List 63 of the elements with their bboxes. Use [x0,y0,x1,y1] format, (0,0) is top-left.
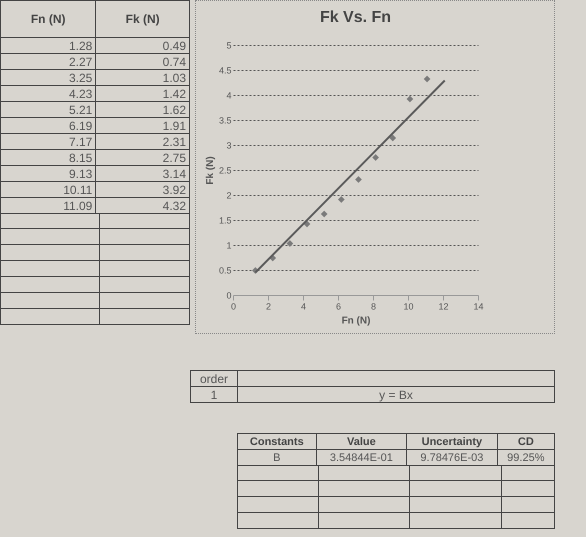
x-axis-title: Fn (N) [342,316,370,326]
y-tick-label: 1 [226,240,232,250]
text: 9.78476E-03 [406,450,498,466]
text: y = Bx [238,386,554,402]
text: 3.92 [96,182,190,198]
text: 1.03 [96,70,190,86]
text: order [190,370,238,386]
point [355,176,362,183]
text: Value [316,434,407,450]
text: 1.28 [0,38,96,54]
x-tick-label: 6 [336,302,342,312]
text: 2.31 [96,134,190,150]
y-tick-label: 1.5 [218,216,232,226]
text: 3.14 [96,166,190,182]
y-tick-label: 5 [226,40,232,50]
y-axis-title: Fk (N) [204,156,216,185]
text: Fk (N) [126,12,160,26]
text: 11.09 [0,198,96,214]
text: 0.49 [96,38,190,54]
text: CD [497,434,554,450]
x-tick-label: 10 [403,302,414,312]
text: 1.91 [96,118,190,134]
text: Fn (N) [30,12,66,26]
text: 10.11 [0,182,96,198]
point [338,196,345,203]
x-tick-label: 8 [370,302,376,312]
text: 3.54844E-01 [316,450,407,466]
point [389,134,396,142]
x-tick-label: 12 [438,302,449,312]
x-tick-label: 14 [473,302,484,312]
y-tick-label: 4.5 [218,66,232,76]
point [406,96,414,102]
text: 2.27 [0,54,96,70]
point [286,240,294,247]
text: 99.25% [497,450,554,466]
chart-title: Fk Vs. Fn [320,9,392,26]
text: B [238,450,316,466]
text: 5.21 [0,102,96,118]
text: 2.75 [96,150,190,166]
y-tick-label: 4 [226,90,232,100]
text: 0.74 [96,54,190,70]
y-tick-label: 3 [226,140,232,150]
text: 6.19 [0,118,96,134]
text: 1.62 [96,102,190,118]
y-tick-label: 0.5 [218,266,232,276]
text: Constants [238,434,316,450]
y-tick-label: 3.5 [218,116,232,126]
text: 1.42 [96,86,190,102]
point [424,76,430,82]
y-tick-label: 0 [226,290,232,300]
text: 7.17 [0,134,96,150]
x-tick-label: 4 [300,302,306,312]
text: 4.32 [96,198,190,214]
text: 4.23 [0,86,96,102]
y-tick-label: 2 [226,190,232,200]
point [320,210,328,218]
text: 9.13 [0,166,96,182]
y-tick-label: 2.5 [218,166,232,176]
x-tick-label: 2 [266,302,272,312]
point [372,154,379,161]
text: Uncertainty [406,434,498,450]
text: 8.15 [0,150,96,166]
text: 3.25 [0,70,96,86]
